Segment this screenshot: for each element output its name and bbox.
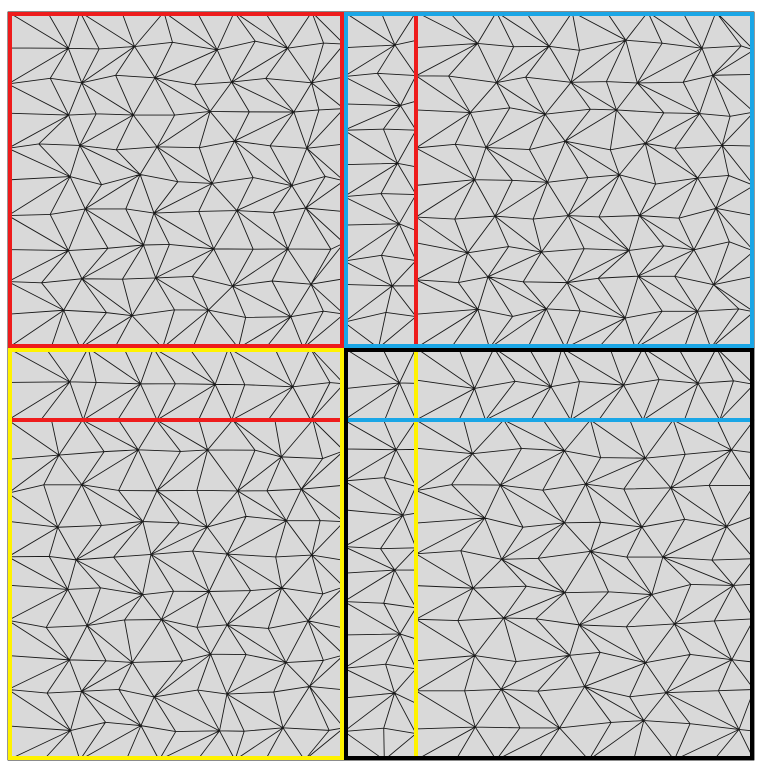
subdomain-fill-top-left — [8, 12, 344, 348]
subdomain-border-bottom-left — [8, 348, 344, 760]
mesh-triangles-bottom-right-main — [415, 419, 755, 761]
subdomain-borders — [8, 12, 754, 760]
mesh-fills — [8, 12, 754, 760]
subdomain-fill-top-right — [344, 12, 754, 348]
mesh-block-bottom-right-main — [415, 419, 755, 761]
subdomain-border-top-right — [344, 12, 754, 348]
subdomain-fill-bottom-left — [8, 348, 344, 760]
subdomain-border-bottom-right — [344, 348, 754, 760]
interface-lines — [8, 12, 754, 760]
subdomain-border-top-left — [8, 12, 344, 348]
